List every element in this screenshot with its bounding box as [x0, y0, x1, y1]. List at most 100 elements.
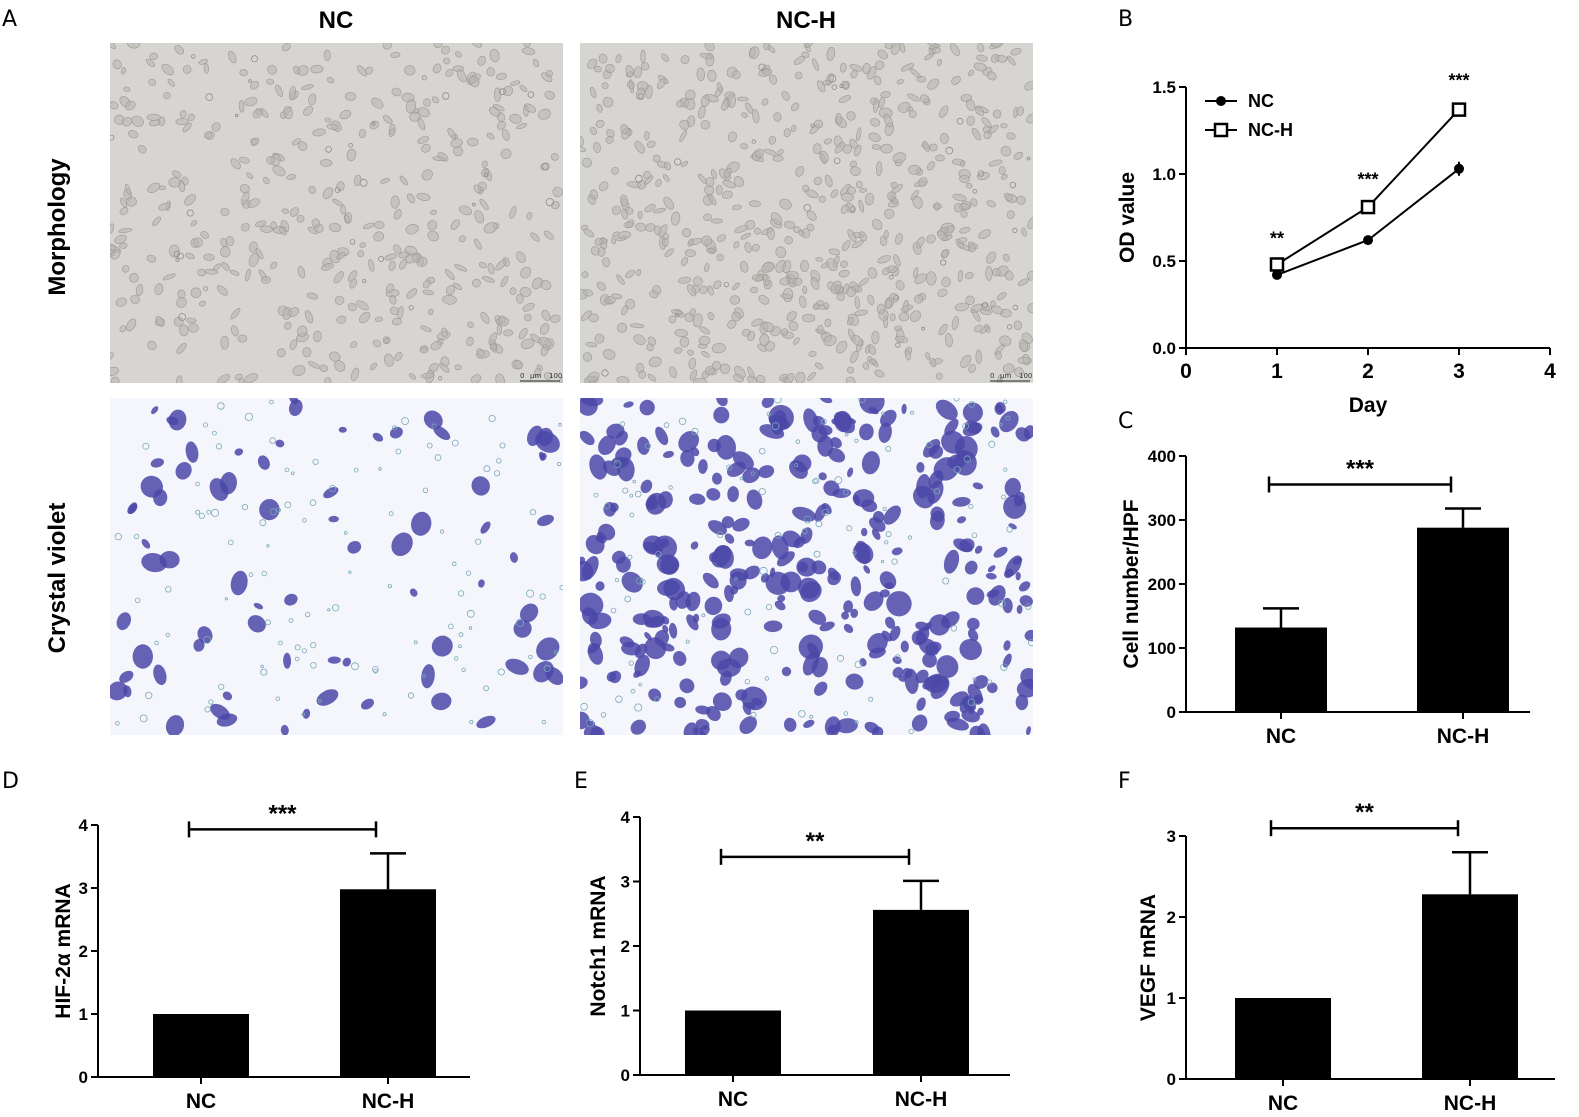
cell	[685, 89, 696, 101]
stained-cell	[119, 670, 134, 683]
cell	[1013, 320, 1023, 330]
stained-cell	[289, 398, 299, 405]
cell	[862, 362, 870, 370]
stained-cell	[867, 632, 888, 654]
stained-cell	[732, 451, 754, 470]
cell	[800, 260, 809, 272]
cell	[891, 197, 899, 205]
cell	[924, 52, 935, 61]
stained-cell	[165, 715, 185, 735]
stained-cell	[234, 448, 244, 456]
round-cell	[250, 55, 258, 63]
cell	[399, 175, 408, 186]
cell	[703, 213, 712, 222]
cell	[858, 231, 867, 242]
stained-cell	[707, 520, 728, 535]
round-cell	[483, 172, 489, 177]
cell	[729, 295, 741, 305]
cell	[908, 110, 917, 118]
cell	[786, 270, 799, 280]
cell	[817, 324, 824, 334]
membrane-pore	[543, 664, 551, 672]
cell	[110, 249, 121, 260]
stained-cell	[943, 549, 960, 574]
membrane-pore	[998, 599, 1006, 608]
y-tick-label: 4	[79, 816, 89, 835]
cell	[824, 138, 833, 145]
cell	[707, 312, 715, 321]
membrane-pore	[968, 401, 975, 408]
stained-cell	[302, 708, 311, 719]
cell	[767, 45, 776, 53]
cell	[922, 140, 930, 152]
membrane-pore	[312, 458, 319, 465]
round-cell	[408, 305, 414, 311]
membrane-pore	[206, 509, 212, 515]
membrane-pore	[310, 642, 317, 649]
legend-label: NC-H	[1248, 120, 1293, 140]
membrane-pore	[750, 711, 757, 718]
cell	[790, 124, 797, 133]
stained-cell	[150, 458, 164, 468]
cell	[772, 155, 784, 162]
micrograph-background	[110, 398, 563, 735]
cell	[522, 303, 535, 312]
cell	[585, 342, 598, 348]
cell	[905, 349, 911, 361]
stained-cell	[1016, 678, 1033, 698]
stained-cell	[1016, 604, 1023, 614]
cell	[968, 364, 976, 374]
cell	[880, 91, 891, 99]
column-title-nc-h: NC-H	[776, 7, 836, 34]
membrane-pore	[331, 604, 340, 612]
cell	[198, 59, 208, 65]
chart-cell-number: 0 100 200 300 400 Cell number/HPF NC NC-H ***	[1120, 447, 1530, 748]
membrane-pore	[241, 503, 249, 511]
cell	[965, 182, 973, 189]
cell	[721, 190, 733, 199]
x-tick-label: 0	[1180, 360, 1192, 383]
round-cell	[601, 369, 609, 377]
stained-cell	[744, 539, 755, 547]
cell	[892, 152, 907, 164]
cell	[873, 75, 882, 86]
membrane-pore	[685, 639, 690, 644]
stained-cell	[724, 533, 735, 544]
cell	[840, 204, 849, 214]
cell	[975, 349, 982, 364]
cell	[782, 260, 792, 274]
cell	[790, 102, 800, 112]
cell	[640, 49, 646, 64]
membrane-pore	[294, 656, 300, 662]
cell	[374, 220, 385, 230]
cell	[478, 262, 487, 269]
cell	[1000, 123, 1008, 129]
cell	[391, 317, 402, 326]
panel-letter-c: C	[1118, 409, 1133, 434]
data-point	[1451, 102, 1467, 117]
cell	[1027, 303, 1033, 314]
stained-cell	[860, 527, 868, 537]
cell	[182, 122, 192, 133]
cell	[531, 277, 543, 290]
stained-cell	[760, 572, 770, 583]
stained-cell	[652, 535, 678, 560]
membrane-pore	[813, 550, 821, 558]
cell	[441, 45, 450, 55]
cell	[284, 321, 292, 330]
stained-cell	[863, 565, 871, 574]
cell	[954, 302, 969, 312]
cell	[928, 357, 937, 368]
cell	[255, 248, 264, 260]
cell	[766, 227, 775, 240]
round-cell	[828, 74, 837, 83]
x-tick-label: 3	[1453, 360, 1465, 383]
cell	[937, 288, 948, 297]
membrane-pore	[764, 676, 770, 681]
x-tick-label: 4	[1544, 360, 1556, 383]
stained-cell	[283, 652, 292, 669]
membrane-pore	[1000, 663, 1008, 671]
cell	[731, 282, 740, 291]
cell	[472, 278, 481, 288]
stained-cell	[476, 715, 496, 729]
